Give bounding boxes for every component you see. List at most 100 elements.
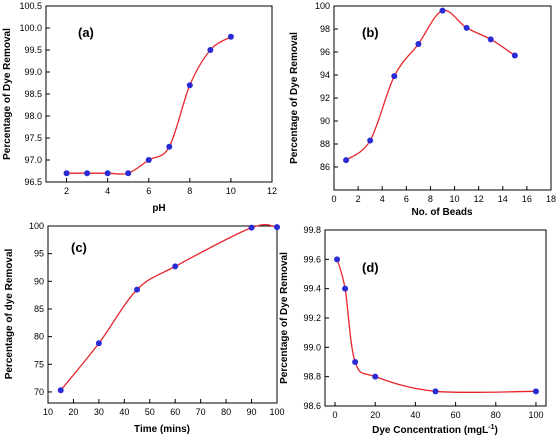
panel-a-y-tick-label: 100.5 bbox=[19, 1, 42, 11]
panel-a-y-tick-label: 97.5 bbox=[24, 133, 42, 143]
panel-d-y-tick-label: 98.8 bbox=[303, 372, 321, 382]
panel-d-x-tick-label: 100 bbox=[528, 410, 543, 420]
panel-a-x-tick-label: 2 bbox=[64, 186, 69, 196]
panel-d-x-axis-title-main: Dye Concentration (mgL bbox=[372, 425, 488, 436]
panel-a-data-point bbox=[63, 170, 70, 177]
panel-c-x-tick-label: 40 bbox=[119, 407, 129, 417]
panel-c-y-tick-label: 75 bbox=[34, 359, 44, 369]
panel-b-y-tick-label: 98 bbox=[320, 24, 330, 34]
panel-c-y-tick-label: 90 bbox=[34, 276, 44, 286]
panel-a-y-tick-label: 96.5 bbox=[24, 177, 42, 187]
panel-b-y-tick-label: 88 bbox=[320, 139, 330, 149]
panel-b-y-tick-label: 92 bbox=[320, 93, 330, 103]
panel-c-x-tick-label: 80 bbox=[221, 407, 231, 417]
panel-c-x-tick-label: 60 bbox=[170, 407, 180, 417]
panel-c-x-tick-label: 70 bbox=[196, 407, 206, 417]
panel-c-data-point bbox=[274, 224, 280, 231]
panel-b-x-tick-label: 10 bbox=[450, 194, 460, 204]
panel-a-x-tick-label: 6 bbox=[146, 186, 151, 196]
panel-a-y-tick-label: 98.0 bbox=[24, 111, 42, 121]
panel-d-y-tick-label: 99.4 bbox=[303, 284, 321, 294]
panel-a-data-point bbox=[125, 170, 132, 177]
panel-d-data-point bbox=[532, 388, 539, 395]
panel-d-y-tick-label: 99.8 bbox=[303, 225, 321, 235]
panel-c-x-tick-label: 100 bbox=[269, 407, 284, 417]
panel-d-x-tick-label: 80 bbox=[491, 410, 501, 420]
panel-c-x-tick-label: 50 bbox=[145, 407, 155, 417]
panel-b-ticks bbox=[333, 5, 552, 190]
panel-a-label: (a) bbox=[78, 25, 94, 40]
panel-c-y-tick-label: 100 bbox=[29, 221, 44, 231]
panel-b-y-tick-label: 86 bbox=[320, 162, 330, 172]
panel-b-x-tick-label: 12 bbox=[474, 194, 484, 204]
panel-c-y-tick-labels: 70 75 80 85 90 95 100 bbox=[29, 221, 44, 397]
panel-c-data-point bbox=[248, 224, 255, 231]
panel-c-x-tick-label: 30 bbox=[94, 407, 104, 417]
panel-b-data-point bbox=[439, 7, 446, 14]
panel-a-data-point bbox=[104, 170, 111, 177]
panel-d-y-tick-label: 99.0 bbox=[303, 342, 321, 352]
panel-b-y-tick-label: 100 bbox=[315, 1, 330, 11]
panel-d-y-tick-label: 99.6 bbox=[303, 254, 321, 264]
panel-a-data-point bbox=[166, 143, 173, 150]
panel-b-data-point bbox=[463, 24, 470, 31]
panel-a-y-tick-label: 100.0 bbox=[19, 23, 42, 33]
panel-c-y-tick-label: 95 bbox=[34, 249, 44, 259]
panel-d-data-points bbox=[334, 256, 539, 395]
panel-a: 2 4 6 8 10 12 96.5 97.0 97.5 98.0 98.5 99.0 99.5 100… bbox=[2, 1, 277, 214]
panel-b-data-point bbox=[487, 36, 494, 43]
panel-d-ticks bbox=[325, 229, 537, 407]
panel-b: 0 2 4 6 8 10 12 14 16 18 86 88 90 92 94 96 98 100 (b) No… bbox=[289, 1, 556, 218]
panel-d-label: (d) bbox=[362, 260, 379, 275]
panel-a-y-axis-title: Percentage of Dye Removal bbox=[2, 28, 13, 160]
panel-a-ticks bbox=[46, 5, 273, 183]
panel-b-data-point bbox=[511, 52, 518, 59]
panel-b-x-tick-label: 16 bbox=[522, 194, 532, 204]
panel-a-x-tick-label: 12 bbox=[267, 186, 277, 196]
panel-b-x-tick-label: 0 bbox=[331, 194, 336, 204]
panel-b-y-tick-labels: 86 88 90 92 94 96 98 100 bbox=[315, 1, 330, 172]
panel-d-data-point bbox=[432, 388, 439, 395]
panel-d-y-axis-title: Percentage of Dye Removal bbox=[279, 252, 290, 384]
panel-b-x-tick-label: 2 bbox=[356, 194, 361, 204]
panel-a-data-point bbox=[145, 157, 152, 163]
panel-c-x-tick-label: 20 bbox=[68, 407, 78, 417]
panel-b-data-point bbox=[343, 157, 350, 164]
panel-c: 10 20 30 40 50 60 70 80 90 100 70 75 80 85 90 95 100 (c… bbox=[4, 221, 285, 435]
panel-a-data-point bbox=[207, 47, 214, 53]
panel-c-label: (c) bbox=[71, 240, 87, 255]
panel-d-data-point bbox=[342, 285, 349, 292]
panel-c-data-point bbox=[134, 286, 141, 293]
panel-d-x-tick-labels: 0 20 40 60 80 100 bbox=[333, 410, 544, 420]
panel-d-x-axis-title-tail: ) bbox=[495, 425, 498, 436]
panel-a-y-tick-label: 99.5 bbox=[24, 45, 42, 55]
panel-a-y-tick-label: 97.0 bbox=[24, 155, 42, 165]
panel-a-data-point bbox=[227, 33, 234, 40]
panel-b-data-point bbox=[367, 137, 374, 144]
panel-b-data-points bbox=[343, 7, 518, 164]
panel-d-x-tick-label: 20 bbox=[370, 410, 380, 420]
panel-d-x-tick-label: 0 bbox=[333, 410, 338, 420]
panel-c-ticks bbox=[47, 225, 278, 403]
panel-b-label: (b) bbox=[362, 25, 379, 40]
panel-d: 0 20 40 60 80 100 98.6 98.8 99.0 99.2 99.4 99.6 99.… bbox=[279, 225, 547, 436]
panel-a-y-tick-label: 99.0 bbox=[24, 67, 42, 77]
panel-a-x-tick-label: 8 bbox=[187, 186, 192, 196]
panel-c-y-tick-label: 70 bbox=[34, 387, 44, 397]
panel-c-x-tick-label: 90 bbox=[247, 407, 257, 417]
panel-a-x-tick-label: 10 bbox=[226, 186, 236, 196]
panel-c-data-point bbox=[172, 263, 179, 270]
panel-d-data-point bbox=[372, 373, 379, 380]
panel-c-y-axis-title: Percentage of dye Removal bbox=[4, 248, 15, 379]
panel-a-x-axis-title: pH bbox=[152, 203, 165, 214]
panel-d-x-axis-title: Dye Concentration (mgL-1) bbox=[372, 424, 498, 436]
panel-c-x-tick-label: 10 bbox=[43, 407, 53, 417]
panel-b-x-tick-label: 14 bbox=[498, 194, 508, 204]
panel-c-data-point bbox=[95, 340, 102, 347]
panel-b-y-tick-label: 90 bbox=[320, 116, 330, 126]
panel-d-data-point bbox=[352, 359, 359, 365]
panel-b-x-tick-label: 6 bbox=[404, 194, 409, 204]
panel-b-y-tick-label: 94 bbox=[320, 70, 330, 80]
